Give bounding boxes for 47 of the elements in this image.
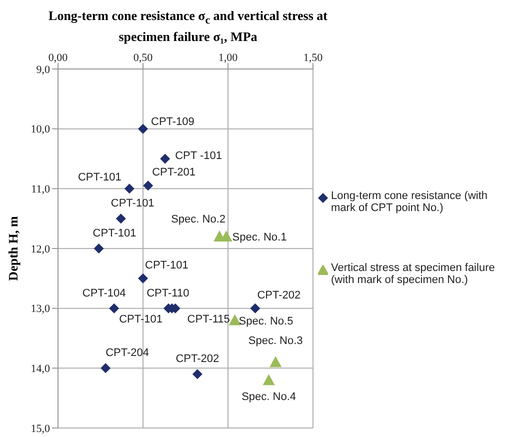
annotation: CPT -101 [175, 150, 222, 162]
point [270, 356, 282, 368]
point [192, 369, 202, 380]
annotation: CPT-104 [82, 287, 126, 300]
point [262, 374, 275, 386]
point [160, 154, 170, 164]
point [138, 124, 148, 134]
annotation: CPT-101 [92, 228, 136, 240]
annotation: Spec. No.4 [242, 391, 296, 404]
y-axis-title: Depth H, m [6, 216, 21, 281]
annotation: Spec. No.5 [238, 315, 294, 328]
point [138, 273, 148, 284]
point [109, 303, 120, 314]
chart-title: Long-term cone resistance σ$_{c}$ and vertical stress at specimen failure σ₁, MPa [48, 8, 328, 44]
y-tick-label: 11,0 [31, 184, 50, 196]
legend-label: Long-term cone resistance (with mark of CPT point No.) [331, 190, 489, 214]
annotation: CPT-202 [176, 353, 220, 366]
y-tick-label: 14,0 [30, 363, 50, 376]
legend-label: Vertical stress at specimen failure (with mark of specimen No.) [331, 262, 496, 286]
y-tick-label: 10,0 [30, 124, 50, 136]
annotation: CPT-101 [110, 198, 154, 210]
annotation: CPT-109 [151, 116, 194, 128]
point [143, 180, 154, 191]
x-tick-label: 0,50 [133, 52, 154, 64]
annotation: CPT-101 [78, 172, 122, 184]
annotation: CPT-110 [146, 287, 190, 300]
point [94, 244, 104, 254]
annotation: CPT-115 [187, 313, 230, 326]
annotation: CPT-202 [257, 289, 301, 302]
annotation: CPT-101 [145, 259, 188, 272]
y-tick-label: 13,0 [30, 303, 50, 316]
point [100, 363, 111, 374]
point [250, 303, 260, 314]
annotation: Spec. No.3 [248, 335, 303, 348]
x-tick-label: 0,00 [48, 52, 68, 64]
x-tick-label: 1,50 [303, 52, 324, 64]
y-tick-label: 15,0 [30, 422, 50, 435]
x-tick-label: 1,00 [218, 52, 238, 64]
annotation: Spec. No.2 [171, 214, 226, 226]
point [116, 214, 126, 224]
annotation: CPT-101 [119, 313, 162, 326]
y-tick-label: 12,0 [30, 243, 50, 256]
y-tick-label: 9,0 [36, 64, 50, 76]
annotation: CPT-201 [152, 166, 196, 179]
point [124, 184, 134, 194]
annotation: CPT-204 [106, 347, 150, 360]
annotation: Spec. No.1 [232, 232, 287, 244]
